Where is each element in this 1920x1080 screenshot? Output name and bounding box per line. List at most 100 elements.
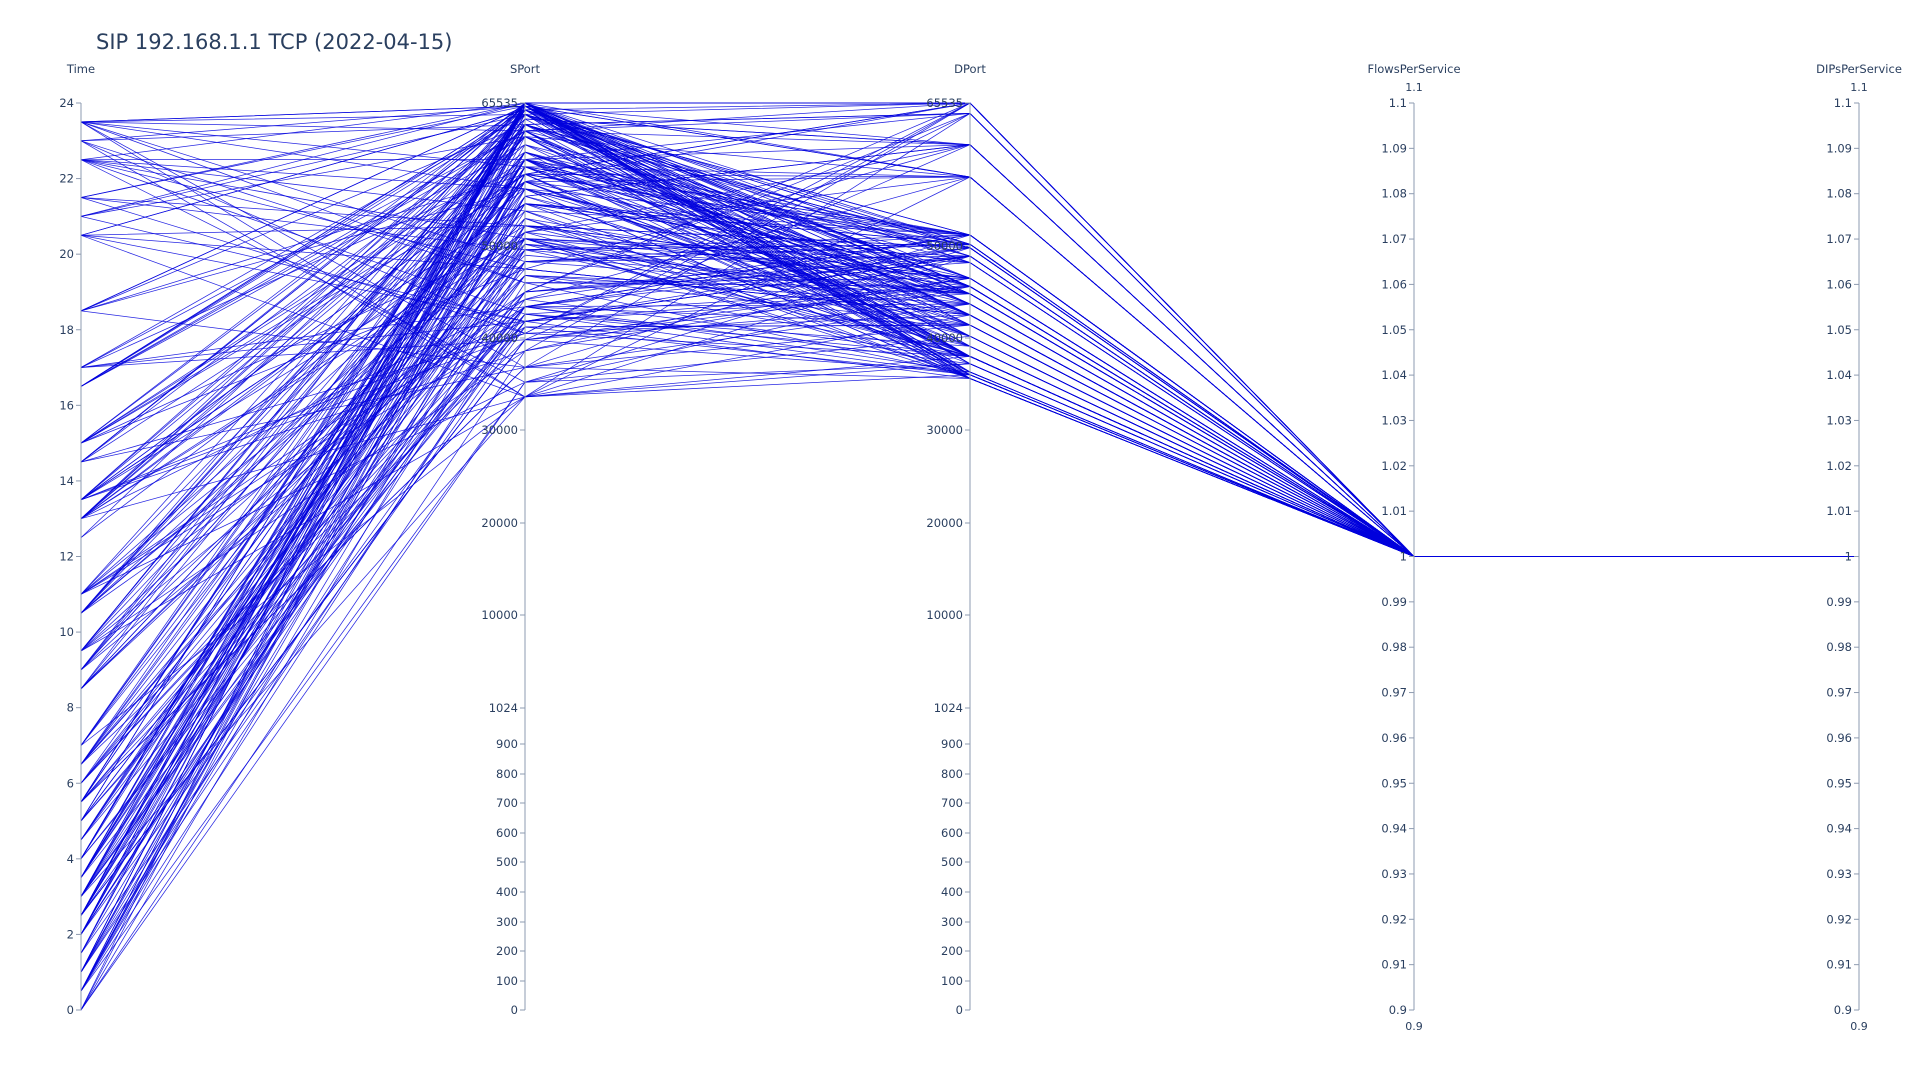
tick-label: 8 bbox=[67, 701, 74, 715]
axis-title: DIPsPerService bbox=[1816, 62, 1902, 76]
tick-label: 400 bbox=[496, 885, 518, 899]
tick-label: 0.93 bbox=[1826, 867, 1852, 881]
tick-label: 0.97 bbox=[1381, 686, 1407, 700]
axis-range-min: 0.9 bbox=[1850, 1020, 1868, 1033]
tick-label: 1 bbox=[1400, 550, 1407, 564]
tick-label: 600 bbox=[496, 826, 518, 840]
tick-label: 1.09 bbox=[1381, 141, 1407, 155]
axis-range-max: 1.1 bbox=[1405, 81, 1423, 94]
tick-label: 0.95 bbox=[1826, 776, 1852, 790]
tick-label: 700 bbox=[941, 796, 963, 810]
tick-label: 300 bbox=[496, 915, 518, 929]
tick-label: 1024 bbox=[489, 701, 518, 715]
axis-title: Time bbox=[66, 62, 95, 76]
tick-label: 18 bbox=[59, 323, 74, 337]
tick-label: 0.91 bbox=[1381, 958, 1407, 972]
tick-label: 1.04 bbox=[1381, 368, 1407, 382]
tick-label: 0.91 bbox=[1826, 958, 1852, 972]
tick-label: 1.08 bbox=[1381, 187, 1407, 201]
tick-label: 14 bbox=[59, 474, 74, 488]
tick-label: 200 bbox=[941, 944, 963, 958]
tick-label: 40000 bbox=[926, 331, 963, 345]
tick-label: 0.92 bbox=[1381, 912, 1407, 926]
tick-label: 0 bbox=[67, 1003, 74, 1017]
tick-label: 0 bbox=[511, 1003, 518, 1017]
tick-label: 0.92 bbox=[1826, 912, 1852, 926]
tick-label: 1.08 bbox=[1826, 187, 1852, 201]
axis-range-max: 1.1 bbox=[1850, 81, 1868, 94]
tick-label: 0.96 bbox=[1381, 731, 1407, 745]
tick-label: 300 bbox=[941, 915, 963, 929]
tick-label: 500 bbox=[496, 855, 518, 869]
tick-label: 16 bbox=[59, 398, 74, 412]
tick-label: 6 bbox=[67, 776, 74, 790]
axis-title: SPort bbox=[510, 62, 541, 76]
tick-label: 0.94 bbox=[1381, 822, 1407, 836]
tick-label: 700 bbox=[496, 796, 518, 810]
tick-label: 65535 bbox=[926, 96, 963, 110]
tick-label: 1.03 bbox=[1381, 413, 1407, 427]
tick-label: 0.99 bbox=[1826, 595, 1852, 609]
tick-label: 30000 bbox=[481, 423, 518, 437]
tick-label: 100 bbox=[496, 974, 518, 988]
tick-label: 900 bbox=[941, 737, 963, 751]
axis-range-min: 0.9 bbox=[1405, 1020, 1423, 1033]
tick-label: 1.05 bbox=[1381, 323, 1407, 337]
tick-label: 100 bbox=[941, 974, 963, 988]
tick-label: 10000 bbox=[481, 608, 518, 622]
axes: Time024681012141618202224SPort0100200300… bbox=[59, 62, 1902, 1033]
tick-label: 0 bbox=[956, 1003, 963, 1017]
tick-label: 20 bbox=[59, 247, 74, 261]
tick-label: 0.99 bbox=[1381, 595, 1407, 609]
axis-dips[interactable]: DIPsPerService 1.1 0.9 0.9 0.91 0.92 0.93 0.94 0… bbox=[1816, 62, 1902, 1033]
tick-label: 200 bbox=[496, 944, 518, 958]
tick-label: 1.06 bbox=[1826, 277, 1852, 291]
axis-title: DPort bbox=[954, 62, 986, 76]
tick-label: 24 bbox=[59, 96, 74, 110]
tick-label: 1.07 bbox=[1381, 232, 1407, 246]
tick-label: 1.03 bbox=[1826, 413, 1852, 427]
axis-flows[interactable]: FlowsPerService 1.1 0.9 0.9 0.91 0.92 0.93 0.94… bbox=[1367, 62, 1460, 1033]
tick-label: 0.98 bbox=[1381, 640, 1407, 654]
tick-label: 0.95 bbox=[1381, 776, 1407, 790]
tick-label: 1.09 bbox=[1826, 141, 1852, 155]
tick-label: 1.1 bbox=[1389, 96, 1407, 110]
tick-label: 0.97 bbox=[1826, 686, 1852, 700]
tick-label: 50000 bbox=[926, 239, 963, 253]
tick-label: 0.9 bbox=[1389, 1003, 1407, 1017]
tick-label: 4 bbox=[67, 852, 74, 866]
tick-label: 0.96 bbox=[1826, 731, 1852, 745]
tick-label: 1.1 bbox=[1834, 96, 1852, 110]
tick-label: 20000 bbox=[481, 516, 518, 530]
tick-label: 40000 bbox=[481, 331, 518, 345]
tick-label: 10 bbox=[59, 625, 74, 639]
tick-label: 22 bbox=[59, 172, 74, 186]
tick-label: 50000 bbox=[481, 239, 518, 253]
tick-label: 0.93 bbox=[1381, 867, 1407, 881]
tick-label: 1.06 bbox=[1381, 277, 1407, 291]
tick-label: 10000 bbox=[926, 608, 963, 622]
tick-label: 20000 bbox=[926, 516, 963, 530]
tick-label: 0.94 bbox=[1826, 822, 1852, 836]
tick-label: 0.9 bbox=[1834, 1003, 1852, 1017]
tick-label: 1.07 bbox=[1826, 232, 1852, 246]
tick-label: 600 bbox=[941, 826, 963, 840]
tick-label: 1.01 bbox=[1826, 504, 1852, 518]
axis-sport[interactable]: SPort 0 100 200 300 400 500 600 700 800 900 1024 100… bbox=[481, 62, 540, 1017]
chart-title: SIP 192.168.1.1 TCP (2022-04-15) bbox=[96, 30, 453, 54]
tick-label: 800 bbox=[941, 767, 963, 781]
tick-label: 1.05 bbox=[1826, 323, 1852, 337]
tick-label: 0.98 bbox=[1826, 640, 1852, 654]
tick-label: 800 bbox=[496, 767, 518, 781]
tick-label: 30000 bbox=[926, 423, 963, 437]
tick-label: 400 bbox=[941, 885, 963, 899]
tick-label: 1.01 bbox=[1381, 504, 1407, 518]
tick-label: 2 bbox=[67, 927, 74, 941]
axis-title: FlowsPerService bbox=[1367, 62, 1460, 76]
tick-label: 65535 bbox=[481, 96, 518, 110]
tick-label: 500 bbox=[941, 855, 963, 869]
tick-label: 1.02 bbox=[1381, 459, 1407, 473]
axis-dport[interactable]: DPort 0 100 200 300 400 500 600 700 800 900 1024 100… bbox=[926, 62, 986, 1017]
